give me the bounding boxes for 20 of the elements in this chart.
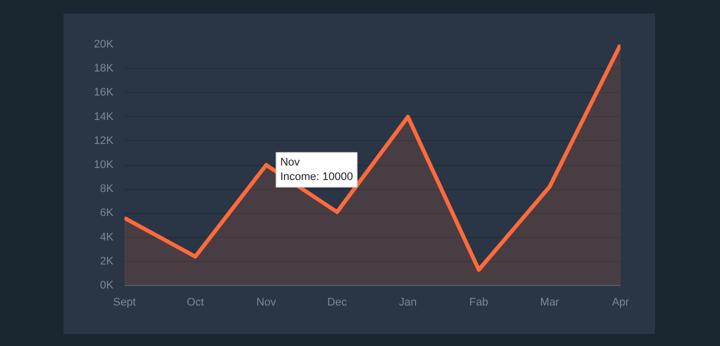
x-tick-label: Nov	[256, 296, 276, 308]
y-tick-label: 4K	[100, 231, 114, 244]
y-tick-label: 14K	[94, 110, 114, 123]
y-tick-label: 0K	[100, 280, 114, 292]
y-tick-label: 20K	[94, 38, 114, 50]
x-tick-label: Sept	[113, 296, 136, 308]
y-tick-label: 18K	[94, 62, 114, 75]
x-tick-label: Jan	[399, 296, 417, 308]
x-tick-label: Oct	[186, 296, 204, 308]
annotation: Nov Income: 10000	[280, 156, 353, 183]
y-tick-label: 16K	[94, 86, 114, 99]
x-tick-label: Dec	[327, 296, 348, 308]
y-tick-label: 2K	[100, 255, 114, 268]
x-tick-label: Apr	[612, 296, 630, 308]
y-tick-label: 8K	[100, 183, 114, 196]
y-tick-label: 6K	[100, 207, 114, 220]
x-tick-label: Mar	[540, 296, 560, 308]
x-tick-label: Fab	[469, 296, 488, 308]
y-tick-label: 12K	[94, 134, 114, 147]
y-tick-label: 10K	[94, 159, 114, 171]
